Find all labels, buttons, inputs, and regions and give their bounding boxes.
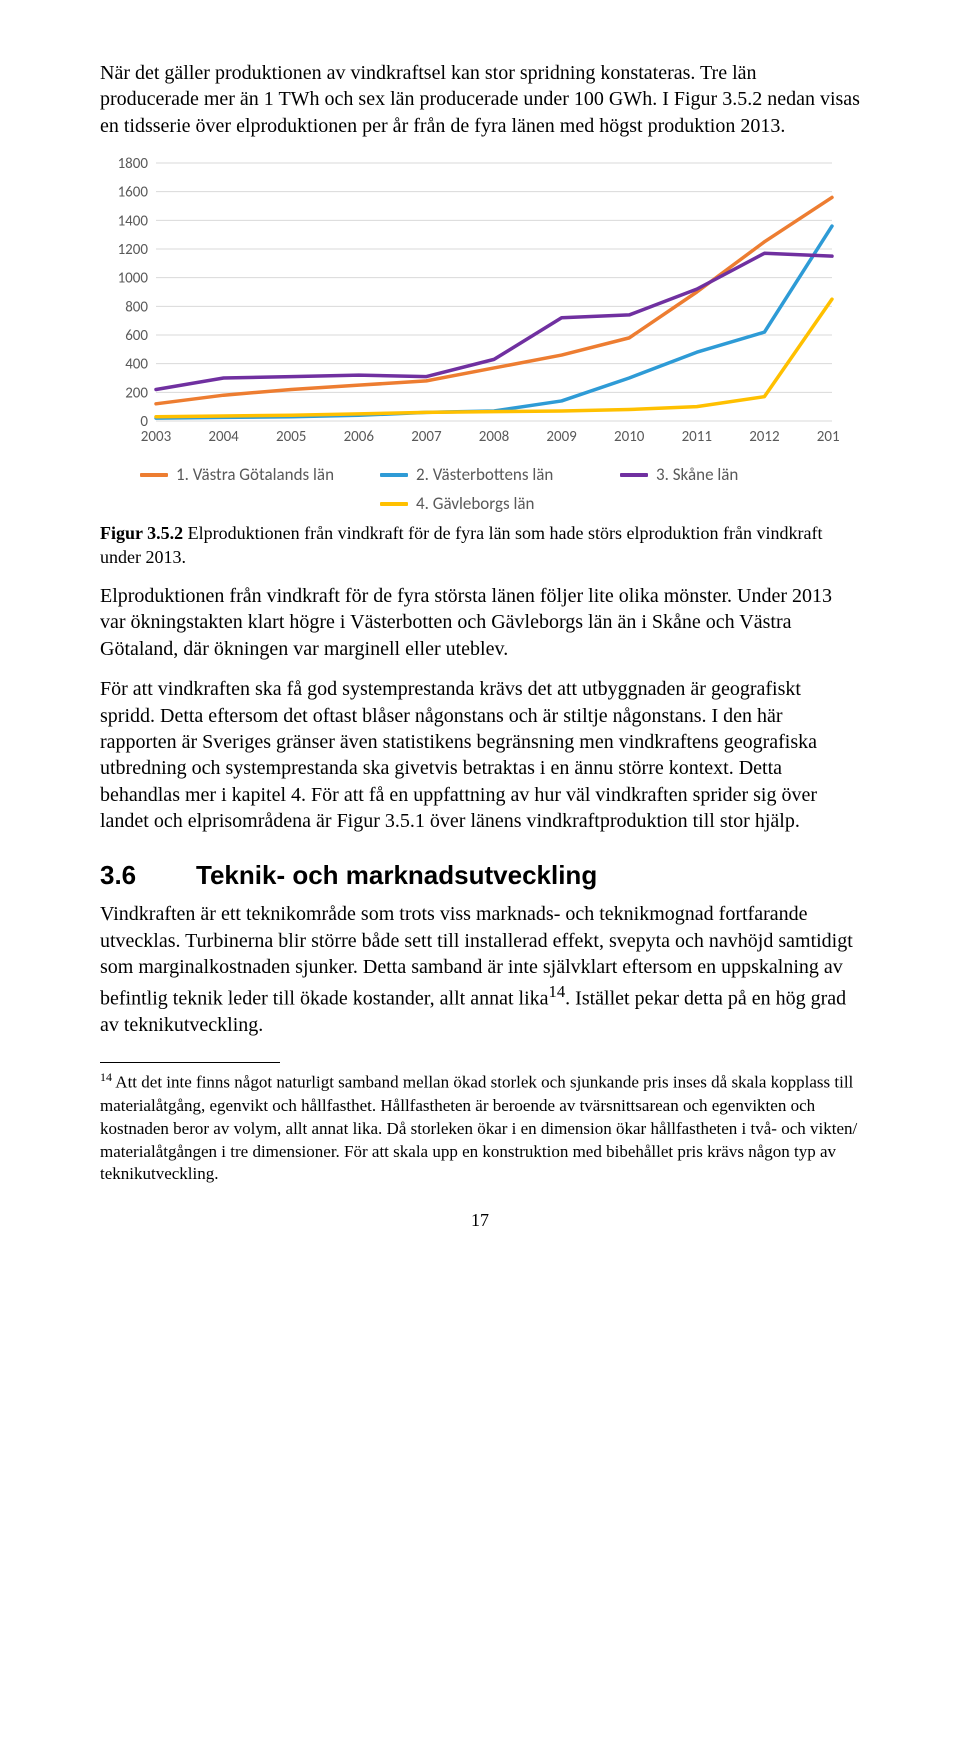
svg-text:1600: 1600	[118, 184, 149, 202]
legend-label: 4. Gävleborgs län	[416, 493, 534, 514]
legend-swatch	[380, 502, 408, 506]
legend-swatch	[140, 473, 168, 477]
svg-text:600: 600	[125, 327, 148, 345]
page-number: 17	[100, 1210, 860, 1231]
chart-legend: 1. Västra Götalands län 2. Västerbottens …	[100, 464, 860, 514]
legend-item: 2. Västerbottens län	[380, 464, 580, 485]
svg-text:2006: 2006	[344, 428, 375, 446]
svg-text:1000: 1000	[118, 270, 149, 288]
line-chart: 0200400600800100012001400160018002003200…	[100, 153, 860, 514]
figure-caption: Figur 3.5.2 Elproduktionen från vindkraf…	[100, 522, 860, 569]
paragraph-2: Elproduktionen från vindkraft för de fyr…	[100, 583, 860, 662]
intro-paragraph: När det gäller produktionen av vindkraft…	[100, 60, 860, 139]
svg-text:2008: 2008	[479, 428, 509, 446]
caption-prefix: Figur 3.5.2	[100, 523, 183, 543]
svg-text:2007: 2007	[411, 428, 442, 446]
legend-swatch	[620, 473, 648, 477]
legend-item: 1. Västra Götalands län	[140, 464, 340, 485]
caption-text: Elproduktionen från vindkraft för de fyr…	[100, 523, 823, 566]
svg-text:1400: 1400	[118, 213, 149, 231]
footnote-ref: 14	[549, 982, 566, 1001]
paragraph-4: Vindkraften är ett teknikområde som trot…	[100, 901, 860, 1038]
svg-text:2009: 2009	[546, 428, 577, 446]
svg-text:2013: 2013	[817, 428, 840, 446]
footnote-text: Att det inte finns något naturligt samba…	[100, 1073, 857, 1184]
legend-swatch	[380, 473, 408, 477]
svg-text:2005: 2005	[276, 428, 306, 446]
svg-text:800: 800	[125, 299, 148, 317]
footnote-number: 14	[100, 1070, 112, 1084]
legend-item: 4. Gävleborgs län	[380, 493, 580, 514]
svg-text:1800: 1800	[118, 155, 149, 173]
svg-text:2004: 2004	[208, 428, 239, 446]
svg-text:2011: 2011	[682, 428, 712, 446]
section-title: Teknik- och marknadsutveckling	[196, 860, 597, 890]
legend-label: 1. Västra Götalands län	[176, 464, 334, 485]
section-heading: 3.6Teknik- och marknadsutveckling	[100, 860, 860, 891]
paragraph-3: För att vindkraften ska få god systempre…	[100, 676, 860, 834]
svg-text:400: 400	[125, 356, 148, 374]
legend-label: 3. Skåne län	[656, 464, 738, 485]
svg-text:2003: 2003	[141, 428, 172, 446]
legend-item: 3. Skåne län	[620, 464, 820, 485]
chart-svg: 0200400600800100012001400160018002003200…	[100, 153, 840, 453]
footnote: 14 Att det inte finns något naturligt sa…	[100, 1069, 860, 1186]
svg-text:200: 200	[125, 385, 148, 403]
footnote-separator	[100, 1062, 280, 1063]
svg-text:1200: 1200	[118, 241, 149, 259]
section-number: 3.6	[100, 860, 196, 891]
legend-label: 2. Västerbottens län	[416, 464, 553, 485]
svg-text:2010: 2010	[614, 428, 645, 446]
svg-text:2012: 2012	[749, 428, 779, 446]
